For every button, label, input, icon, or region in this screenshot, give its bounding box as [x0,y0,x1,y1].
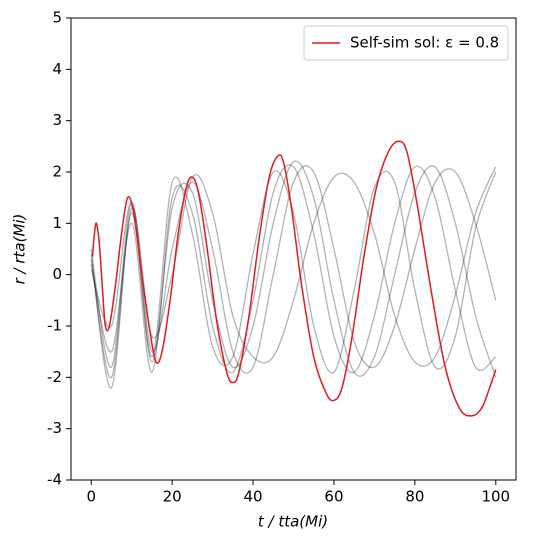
series-line [91,140,497,417]
series-line [90,165,497,374]
x-tick-label: 100 [481,488,510,506]
legend-box [303,25,509,61]
y-tick-label: -3 [47,419,62,437]
y-tick-label: 4 [52,60,62,78]
y-tick-label: -4 [47,471,62,489]
y-tick-label: -2 [47,368,62,386]
x-tick-label: 40 [243,488,262,506]
plot-frame [70,17,517,481]
x-tick-label: 0 [86,488,96,506]
y-axis-label: r / rta(Mi) [11,214,29,285]
legend-label: Self-sim sol: ε = 0.8 [350,34,499,52]
plot-lines [90,140,497,417]
y-tick-label: 1 [52,214,62,232]
series-line [90,170,497,374]
y-tick-label: 0 [52,265,62,283]
y-tick-label: -1 [47,317,62,335]
x-tick-label: 60 [324,488,343,506]
x-axis-label: t / tta(Mi) [258,513,328,531]
y-tick-label: 5 [52,9,62,27]
x-tick-label: 20 [163,488,182,506]
y-tick-label: 3 [52,111,62,129]
x-tick-label: 80 [405,488,424,506]
y-tick-label: 2 [52,163,62,181]
series-line [90,166,497,389]
series-line [90,160,497,379]
series-line [90,164,497,374]
